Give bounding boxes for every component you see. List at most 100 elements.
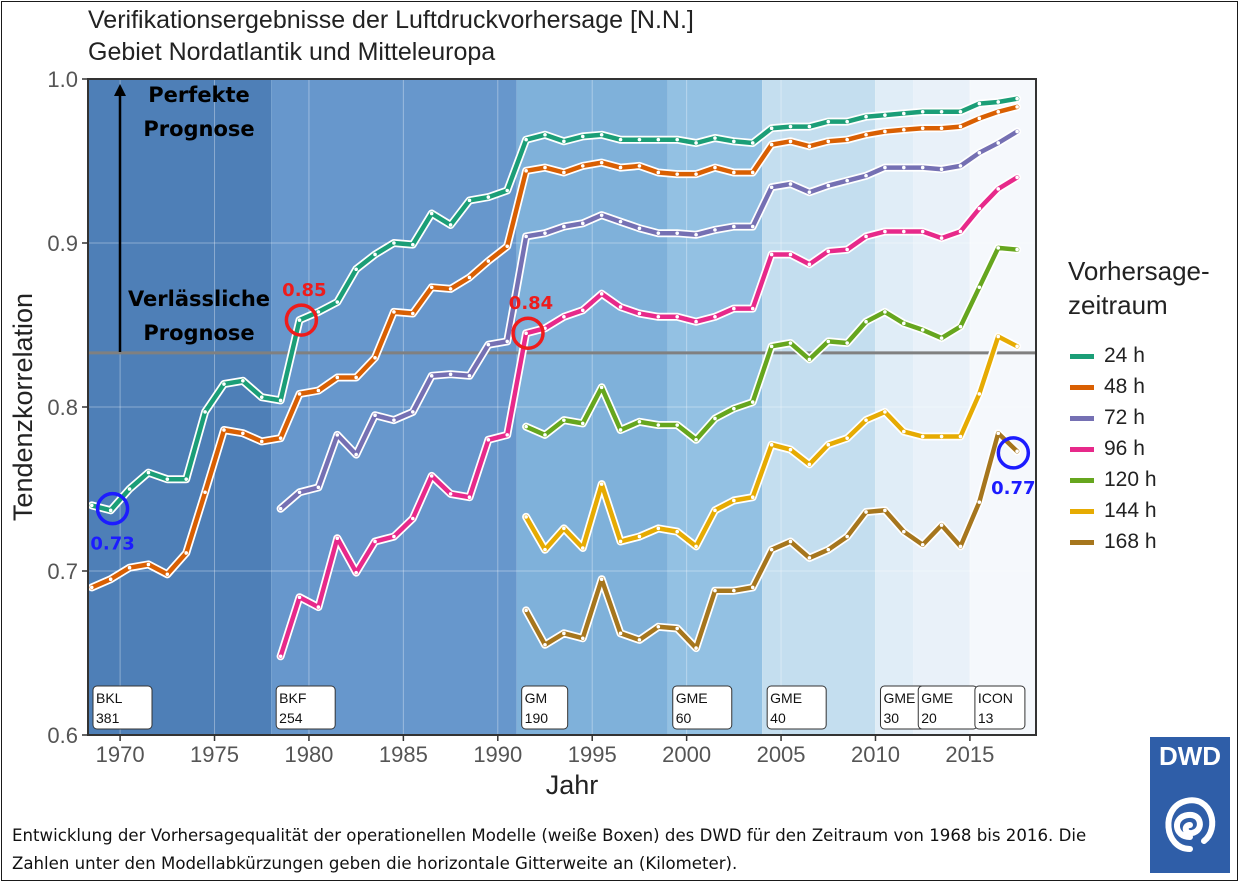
data-point: [354, 452, 358, 457]
spiral-icon: [1165, 797, 1216, 852]
data-point: [920, 229, 925, 234]
data-point: [996, 431, 1001, 436]
data-point: [467, 198, 472, 203]
data-point: [562, 315, 566, 319]
data-point: [146, 562, 151, 567]
data-point: [769, 185, 774, 190]
data-point: [127, 487, 132, 491]
data-point: [864, 234, 868, 239]
data-point: [335, 433, 340, 437]
model-name-3: GME: [676, 690, 708, 706]
data-point: [259, 439, 264, 444]
legend-label: 120 h: [1104, 468, 1157, 491]
data-point: [920, 126, 925, 130]
data-point: [278, 654, 283, 659]
data-point: [637, 164, 642, 168]
data-point: [939, 167, 944, 171]
dwd-logo: DWD: [1150, 737, 1230, 873]
data-point: [278, 506, 283, 511]
legend-label: 96 h: [1104, 437, 1145, 460]
legend-item: 168 h: [1070, 527, 1157, 557]
data-point: [864, 319, 868, 324]
data-point: [977, 392, 982, 396]
data-point: [524, 234, 528, 239]
data-point: [902, 229, 906, 234]
data-point: [939, 523, 944, 527]
data-point: [524, 515, 528, 519]
data-point: [713, 136, 717, 140]
model-box-4: [766, 685, 827, 730]
data-point: [939, 336, 944, 340]
series-48h: [87, 102, 1022, 592]
data-point: [354, 570, 358, 575]
data-point: [392, 310, 396, 314]
model-name-2: GM: [525, 690, 548, 706]
data-point: [297, 392, 302, 396]
data-point: [694, 319, 698, 324]
data-point: [1015, 129, 1019, 134]
data-point: [769, 126, 774, 130]
model-grid-7: 13: [978, 710, 994, 726]
data-point: [599, 160, 604, 165]
data-point: [769, 344, 774, 349]
data-point: [562, 139, 566, 144]
data-point: [883, 129, 887, 134]
data-point: [373, 252, 377, 257]
data-point: [732, 139, 736, 144]
data-point: [486, 195, 491, 199]
x-tick-label-4: 1990: [473, 742, 522, 767]
data-point: [845, 534, 849, 539]
data-point: [920, 434, 925, 439]
data-point: [524, 137, 528, 142]
data-point: [637, 311, 642, 316]
model-grid-6: 20: [921, 710, 937, 726]
data-point: [977, 285, 982, 290]
data-point: [807, 144, 812, 149]
model-grid-4: 40: [770, 710, 786, 726]
legend-item: 120 h: [1070, 465, 1157, 495]
perfect-forecast-label-line-1: Prognose: [143, 117, 254, 141]
x-tick-label-3: 1985: [379, 742, 428, 767]
legend-label: 24 h: [1104, 344, 1145, 367]
data-point: [845, 119, 849, 124]
data-point: [89, 585, 94, 590]
data-point: [750, 224, 755, 229]
data-point: [411, 311, 415, 316]
data-point: [807, 357, 812, 362]
data-point: [713, 416, 717, 421]
data-point: [977, 500, 982, 504]
data-point: [656, 526, 661, 531]
legend-swatch: [1070, 477, 1094, 483]
y-tick-label-1: 0.7: [47, 559, 78, 584]
data-point: [902, 429, 906, 434]
data-point: [958, 164, 963, 168]
data-point: [675, 626, 679, 631]
data-point: [864, 418, 868, 422]
data-point: [750, 306, 755, 311]
model-box-7: [974, 685, 1026, 730]
data-point: [713, 508, 717, 513]
data-point: [599, 292, 604, 296]
model-name-1: BKF: [279, 690, 306, 706]
data-point: [505, 339, 510, 344]
data-point: [694, 646, 698, 650]
data-point: [618, 137, 623, 142]
data-point: [807, 262, 812, 267]
data-point: [467, 495, 472, 500]
highlight-label-2: 0.84: [509, 293, 553, 314]
data-point: [826, 339, 831, 344]
period-band-0: [88, 79, 272, 735]
data-point: [108, 577, 113, 581]
data-point: [580, 221, 585, 226]
data-point: [883, 113, 887, 117]
data-point: [958, 434, 963, 439]
data-point: [448, 223, 453, 227]
data-point: [580, 546, 585, 550]
y-tick-label-4: 1.0: [47, 67, 78, 92]
highlight-circle-2: [511, 316, 545, 350]
data-point: [864, 510, 868, 514]
data-point: [732, 588, 736, 593]
data-point: [562, 526, 566, 531]
data-point: [543, 433, 547, 437]
